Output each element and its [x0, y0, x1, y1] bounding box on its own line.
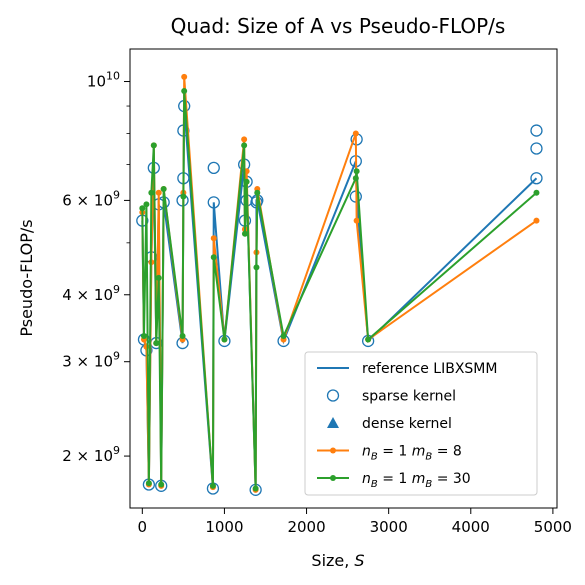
mb8-point [181, 73, 188, 80]
legend-swatch-dot [330, 475, 336, 481]
x-axis-label-text: Size, [311, 551, 354, 570]
legend: reference LIBXSMM sparse kernel dense kern… [304, 351, 538, 496]
plot-frame [129, 48, 558, 509]
legend-label: sparse kernel [362, 389, 456, 405]
sparse-kernel-point [530, 124, 543, 137]
mb8-point [241, 136, 248, 143]
y-tick-label: 6 × 109 [62, 188, 120, 209]
y-tick-label: 3 × 109 [62, 350, 120, 371]
mb30-point [181, 88, 188, 95]
mb8-point [352, 130, 359, 137]
y-axis-label: Pseudo-FLOP/s [17, 219, 36, 336]
mb8-point [353, 217, 360, 224]
mb30-point [158, 481, 165, 488]
x-axis-label-var: S [354, 551, 364, 570]
mb30-point [153, 340, 160, 347]
legend-swatch-circle [326, 389, 340, 402]
mb30-point [352, 175, 359, 182]
mb30-point [243, 178, 250, 185]
mb30-point [365, 336, 372, 343]
mb8-point [155, 189, 162, 196]
mb8-point [533, 217, 540, 224]
legend-label: reference LIBXSMM [362, 361, 497, 377]
mb30-point [148, 189, 155, 196]
legend-label: nB = 1 mB = 30 [362, 471, 471, 490]
mb30-point [221, 336, 228, 343]
mb30-point [179, 333, 186, 340]
x-tick-label: 0 [138, 518, 148, 536]
mb30-point [353, 168, 360, 175]
legend-swatch-triangle [327, 417, 339, 428]
mb30-point [150, 142, 157, 149]
x-tick-label: 3000 [370, 518, 408, 536]
mb30-point [145, 480, 152, 487]
mb30-point [155, 274, 162, 281]
y-tick-label: 1010 [87, 70, 120, 91]
legend-swatch-dot [330, 447, 336, 454]
mb30-point [533, 189, 540, 196]
legend-frame [304, 351, 538, 496]
mb30-point [209, 482, 216, 489]
series-group [136, 73, 543, 496]
mb30-point [140, 333, 147, 340]
mb30-point [210, 254, 217, 261]
mb30-point [139, 205, 146, 212]
sparse-kernel-point [207, 161, 220, 175]
sparse-kernel-point [207, 196, 220, 209]
legend-label: nB = 1 mB = 8 [362, 444, 462, 463]
mb30-point [241, 230, 248, 237]
mb30-point [143, 201, 150, 208]
sparse-kernel-point [530, 142, 543, 155]
legend-label: dense kernel [362, 416, 452, 432]
mb30-point [241, 142, 248, 149]
sparse-kernel-point [530, 172, 543, 185]
x-tick-label: 1000 [205, 518, 243, 536]
plot-area: 0 1000 2000 3000 4000 5000 2 × 109 3 × 109 4 × 1… [62, 48, 572, 536]
x-tick-label: 4000 [452, 518, 490, 536]
mb30-point [253, 264, 260, 271]
mb30-point [280, 333, 287, 340]
mb30-point [160, 186, 167, 193]
y-tick-label: 2 × 109 [62, 444, 120, 465]
chart-title: Quad: Size of A vs Pseudo-FLOP/s [171, 14, 506, 38]
mb30-point [254, 189, 261, 196]
x-tick-label: 2000 [287, 518, 325, 536]
mb8-point [210, 235, 217, 242]
x-tick-label: 5000 [534, 518, 572, 536]
mb30-point [252, 485, 259, 492]
mb30-point [180, 193, 187, 200]
x-axis-label: Size, S [311, 551, 364, 570]
y-tick-label: 4 × 109 [62, 283, 120, 304]
